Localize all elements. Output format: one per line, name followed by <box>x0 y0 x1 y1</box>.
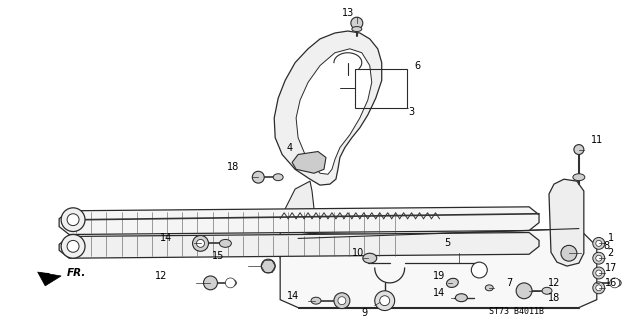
Ellipse shape <box>352 27 362 31</box>
Circle shape <box>375 291 395 310</box>
Circle shape <box>61 208 85 232</box>
Text: 17: 17 <box>605 263 617 273</box>
Polygon shape <box>278 234 388 258</box>
Circle shape <box>471 262 487 278</box>
Text: FR.: FR. <box>67 268 87 278</box>
Ellipse shape <box>485 285 493 291</box>
Circle shape <box>380 296 390 306</box>
Circle shape <box>67 240 79 252</box>
Polygon shape <box>296 49 372 174</box>
Polygon shape <box>280 228 597 308</box>
Ellipse shape <box>542 287 552 294</box>
Circle shape <box>334 293 350 308</box>
Ellipse shape <box>219 239 231 247</box>
Text: 10: 10 <box>352 248 364 258</box>
Circle shape <box>593 267 605 279</box>
Polygon shape <box>274 31 382 185</box>
Text: 12: 12 <box>548 278 560 288</box>
Text: 14: 14 <box>287 291 299 301</box>
Circle shape <box>516 283 532 299</box>
Text: 16: 16 <box>605 278 617 288</box>
Circle shape <box>596 255 602 261</box>
Text: 14: 14 <box>159 234 172 244</box>
Text: 8: 8 <box>604 241 610 251</box>
Text: 12: 12 <box>155 271 167 281</box>
Bar <box>355 68 406 108</box>
Text: 9: 9 <box>362 308 368 317</box>
Ellipse shape <box>573 174 585 181</box>
Text: 7: 7 <box>506 278 512 288</box>
Text: 3: 3 <box>408 107 415 117</box>
Text: 6: 6 <box>415 60 420 71</box>
Ellipse shape <box>455 294 468 302</box>
Circle shape <box>252 171 264 183</box>
Text: ST73 B4011B: ST73 B4011B <box>489 307 544 316</box>
Circle shape <box>67 214 79 226</box>
Circle shape <box>338 297 346 305</box>
Circle shape <box>574 145 584 155</box>
Circle shape <box>596 285 602 291</box>
Circle shape <box>203 276 217 290</box>
Text: 19: 19 <box>433 271 446 281</box>
Circle shape <box>61 235 85 258</box>
Text: 18: 18 <box>227 162 240 172</box>
Circle shape <box>610 278 620 288</box>
Circle shape <box>197 239 204 247</box>
Polygon shape <box>280 181 316 268</box>
Text: 18: 18 <box>548 293 560 303</box>
Circle shape <box>225 278 235 288</box>
Ellipse shape <box>226 279 236 286</box>
Polygon shape <box>292 152 326 173</box>
Text: 14: 14 <box>433 288 446 298</box>
Circle shape <box>596 240 602 246</box>
Circle shape <box>593 237 605 249</box>
Polygon shape <box>549 179 584 266</box>
Ellipse shape <box>273 174 283 181</box>
Polygon shape <box>38 272 61 286</box>
Ellipse shape <box>610 279 621 287</box>
Circle shape <box>351 17 363 29</box>
Text: 1: 1 <box>608 234 614 244</box>
Text: 13: 13 <box>341 8 354 18</box>
Circle shape <box>593 252 605 264</box>
Text: 2: 2 <box>608 248 614 258</box>
Circle shape <box>261 259 275 273</box>
Text: 5: 5 <box>445 238 450 248</box>
Ellipse shape <box>311 297 321 304</box>
Ellipse shape <box>447 278 458 287</box>
Circle shape <box>593 282 605 294</box>
Text: 15: 15 <box>212 251 225 261</box>
Text: 11: 11 <box>590 135 603 145</box>
Polygon shape <box>59 233 539 258</box>
Text: 4: 4 <box>287 143 293 153</box>
Circle shape <box>561 245 577 261</box>
Circle shape <box>192 236 208 251</box>
Polygon shape <box>59 207 539 235</box>
Circle shape <box>596 270 602 276</box>
Ellipse shape <box>363 253 376 263</box>
